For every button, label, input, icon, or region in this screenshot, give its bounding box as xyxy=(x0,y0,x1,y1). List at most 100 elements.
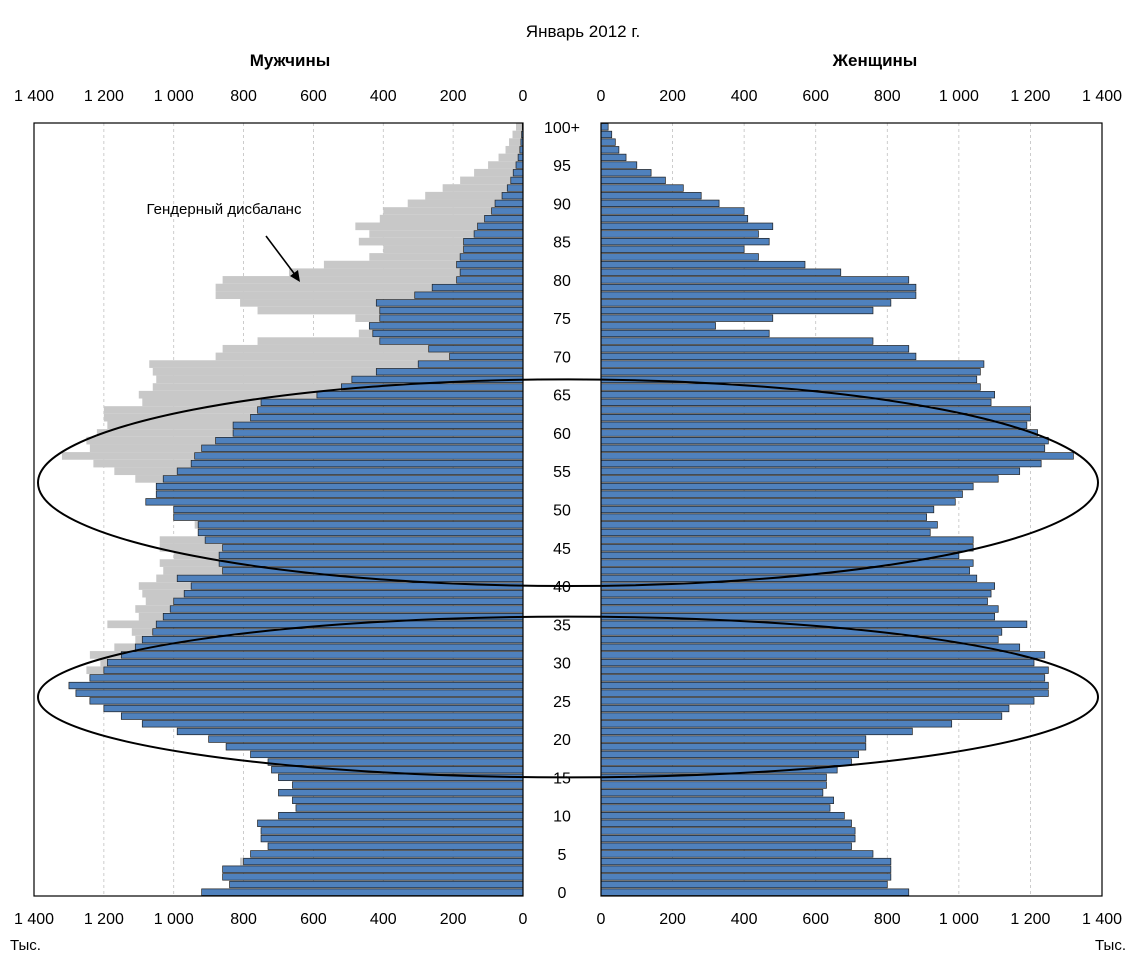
age-label: 45 xyxy=(553,541,571,558)
chart-title: Январь 2012 г. xyxy=(526,22,640,41)
female-bar xyxy=(600,329,770,338)
male-bar xyxy=(379,337,524,345)
male-bar xyxy=(232,421,524,429)
male-bar xyxy=(222,544,524,552)
male-bar xyxy=(368,322,524,330)
female-bar xyxy=(600,360,985,368)
female-bar xyxy=(600,306,874,315)
male-bars xyxy=(68,123,524,896)
female-bar xyxy=(600,720,953,728)
gender-imbalance-bar xyxy=(138,612,164,621)
gender-imbalance-bar xyxy=(288,268,461,277)
gender-imbalance-bar xyxy=(369,230,475,238)
female-bar xyxy=(600,658,1035,667)
female-bar xyxy=(600,689,1049,697)
annotation-arrow xyxy=(265,235,300,282)
gender-imbalance-bar xyxy=(86,666,104,675)
female-bar xyxy=(600,482,974,491)
gender-imbalance-bar xyxy=(323,260,457,269)
female-bar xyxy=(600,222,774,230)
gender-imbalance-bar xyxy=(358,329,373,338)
male-bar xyxy=(517,153,524,162)
age-label: 0 xyxy=(558,885,567,902)
gender-imbalance-bar xyxy=(100,658,108,667)
female-bar xyxy=(600,322,716,330)
male-bar xyxy=(218,551,524,560)
age-label: 5 xyxy=(558,847,567,864)
gender-imbalance-bar xyxy=(505,145,520,154)
male-bar xyxy=(68,681,524,690)
x-tick-label: 1 400 xyxy=(14,88,54,105)
male-bar xyxy=(379,306,524,315)
age-label: 75 xyxy=(553,311,571,328)
male-bar xyxy=(459,253,524,261)
x-tick-label: 1 400 xyxy=(14,911,54,928)
female-bar xyxy=(600,712,1003,720)
x-tick-label: 600 xyxy=(802,88,829,105)
female-bar xyxy=(600,268,842,276)
gender-imbalance-bar xyxy=(257,337,380,345)
gender-imbalance-bar xyxy=(142,398,262,407)
male-bar xyxy=(484,215,524,223)
female-bar xyxy=(600,253,759,261)
male-bar xyxy=(225,743,524,751)
male-bar xyxy=(201,888,524,896)
male-bar xyxy=(250,414,524,422)
male-bar xyxy=(510,176,524,185)
x-tick-label: 0 xyxy=(519,88,528,105)
female-bar xyxy=(600,513,927,521)
female-bar xyxy=(600,850,874,858)
gender-imbalance-bar xyxy=(152,367,377,376)
female-bar xyxy=(600,467,1021,475)
male-bar xyxy=(267,842,524,850)
male-bar xyxy=(494,199,524,208)
gender-imbalance-bar xyxy=(240,299,377,307)
gender-imbalance-bar xyxy=(96,429,234,437)
female-bar xyxy=(600,153,627,162)
x-tick-label: 800 xyxy=(230,911,257,928)
male-bar xyxy=(190,459,524,468)
female-bar xyxy=(600,735,867,743)
gender-imbalance-bar xyxy=(425,191,503,200)
female-bar xyxy=(600,834,856,843)
female-bar xyxy=(600,681,1049,690)
female-bar xyxy=(600,429,1038,437)
female-bar xyxy=(600,704,1010,713)
male-bar xyxy=(218,559,524,567)
x-tick-label: 200 xyxy=(659,88,686,105)
gender-imbalance-bar xyxy=(358,237,464,246)
male-bar xyxy=(103,704,524,713)
female-bar xyxy=(600,551,960,560)
male-bar xyxy=(278,811,524,820)
gender-imbalance-bar xyxy=(152,383,342,391)
gender-imbalance-bar xyxy=(498,153,519,162)
age-label: 95 xyxy=(553,158,571,175)
male-bar xyxy=(292,796,524,804)
x-tick-label: 400 xyxy=(731,911,758,928)
x-tick-label: 400 xyxy=(370,88,397,105)
male-bar xyxy=(155,482,524,491)
male-bar xyxy=(267,758,524,766)
male-bar xyxy=(372,329,524,338)
unit-label-right: Тыс. xyxy=(1095,937,1126,954)
x-tick-label: 0 xyxy=(597,88,606,105)
male-bar xyxy=(260,827,524,835)
female-bar xyxy=(600,666,1049,674)
gender-imbalance-bar xyxy=(407,199,496,208)
male-bar xyxy=(141,720,524,728)
female-bar xyxy=(600,811,845,820)
female-bar xyxy=(600,743,867,751)
female-bar xyxy=(600,169,652,177)
gender-imbalance-bar xyxy=(442,184,508,192)
female-bar xyxy=(600,697,1035,705)
x-tick-label: 1 000 xyxy=(939,88,979,105)
gender-imbalance-bar xyxy=(138,582,192,590)
x-tick-label: 800 xyxy=(874,88,901,105)
female-bar xyxy=(600,544,974,552)
female-bar xyxy=(600,498,956,506)
male-bar xyxy=(173,513,524,521)
male-bar xyxy=(260,834,524,843)
female-bar xyxy=(600,490,963,498)
female-bar xyxy=(600,880,888,889)
age-label: 25 xyxy=(553,694,571,711)
